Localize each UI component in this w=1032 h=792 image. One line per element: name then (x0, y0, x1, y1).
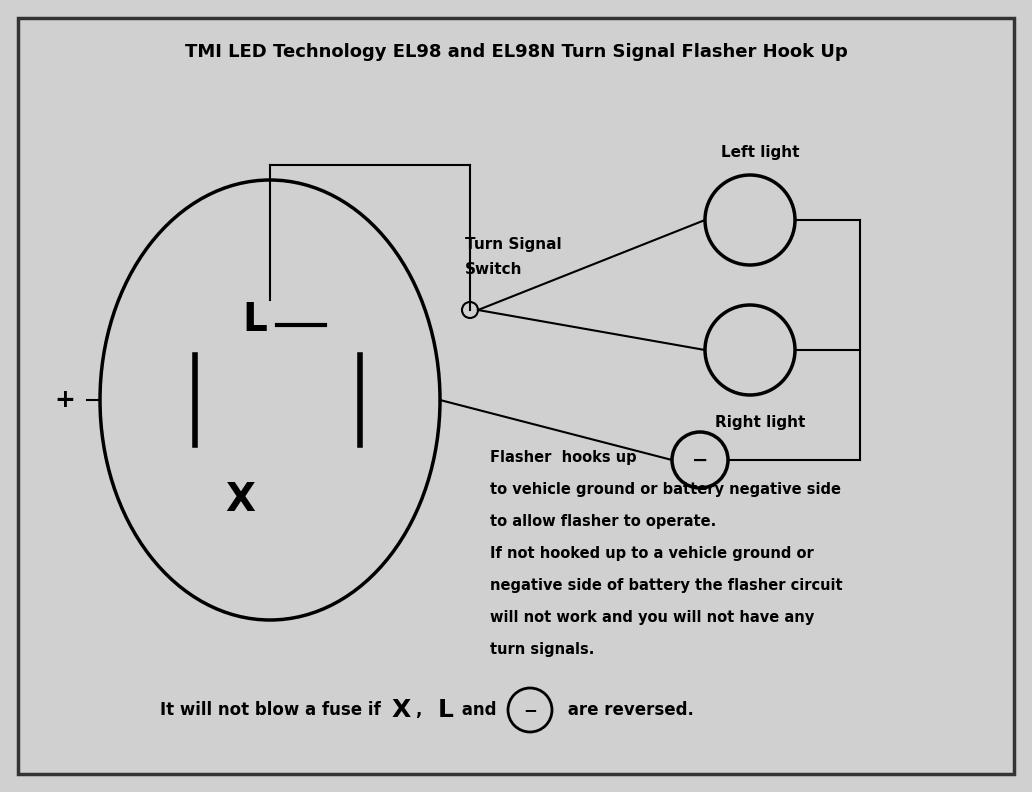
Text: −: − (523, 701, 537, 719)
Text: L: L (438, 698, 454, 722)
Circle shape (462, 302, 478, 318)
Text: are reversed.: are reversed. (562, 701, 694, 719)
Text: to allow flasher to operate.: to allow flasher to operate. (490, 514, 716, 529)
Text: will not work and you will not have any: will not work and you will not have any (490, 610, 814, 625)
Text: negative side of battery the flasher circuit: negative side of battery the flasher cir… (490, 578, 842, 593)
Text: Turn Signal: Turn Signal (465, 238, 561, 253)
Text: +: + (55, 388, 75, 412)
Text: Flasher  hooks up: Flasher hooks up (490, 450, 637, 465)
Text: X: X (392, 698, 411, 722)
Text: If not hooked up to a vehicle ground or: If not hooked up to a vehicle ground or (490, 546, 814, 561)
Text: −: − (691, 451, 708, 470)
Text: Switch: Switch (465, 262, 522, 277)
Text: TMI LED Technology EL98 and EL98N Turn Signal Flasher Hook Up: TMI LED Technology EL98 and EL98N Turn S… (185, 43, 847, 61)
Circle shape (705, 175, 795, 265)
Text: ,: , (416, 701, 433, 719)
Text: Left light: Left light (720, 144, 799, 159)
Text: to vehicle ground or battery negative side: to vehicle ground or battery negative si… (490, 482, 841, 497)
Text: It will not blow a fuse if: It will not blow a fuse if (160, 701, 387, 719)
Text: turn signals.: turn signals. (490, 642, 594, 657)
Text: X: X (225, 481, 255, 519)
Ellipse shape (100, 180, 440, 620)
Text: L: L (243, 301, 267, 339)
Text: Right light: Right light (715, 414, 805, 429)
Text: and: and (456, 701, 503, 719)
Circle shape (508, 688, 552, 732)
Circle shape (705, 305, 795, 395)
Circle shape (672, 432, 728, 488)
